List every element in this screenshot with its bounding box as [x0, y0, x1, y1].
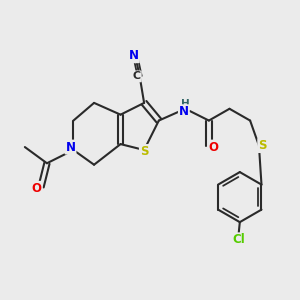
Text: N: N: [129, 49, 139, 62]
Text: S: S: [140, 145, 148, 158]
Text: C: C: [133, 71, 141, 81]
Text: O: O: [32, 182, 42, 195]
Text: O: O: [208, 141, 218, 154]
Text: H: H: [181, 99, 190, 110]
Text: S: S: [258, 139, 267, 152]
Text: N: N: [179, 105, 189, 118]
Text: N: N: [65, 141, 76, 154]
Text: Cl: Cl: [232, 233, 245, 246]
